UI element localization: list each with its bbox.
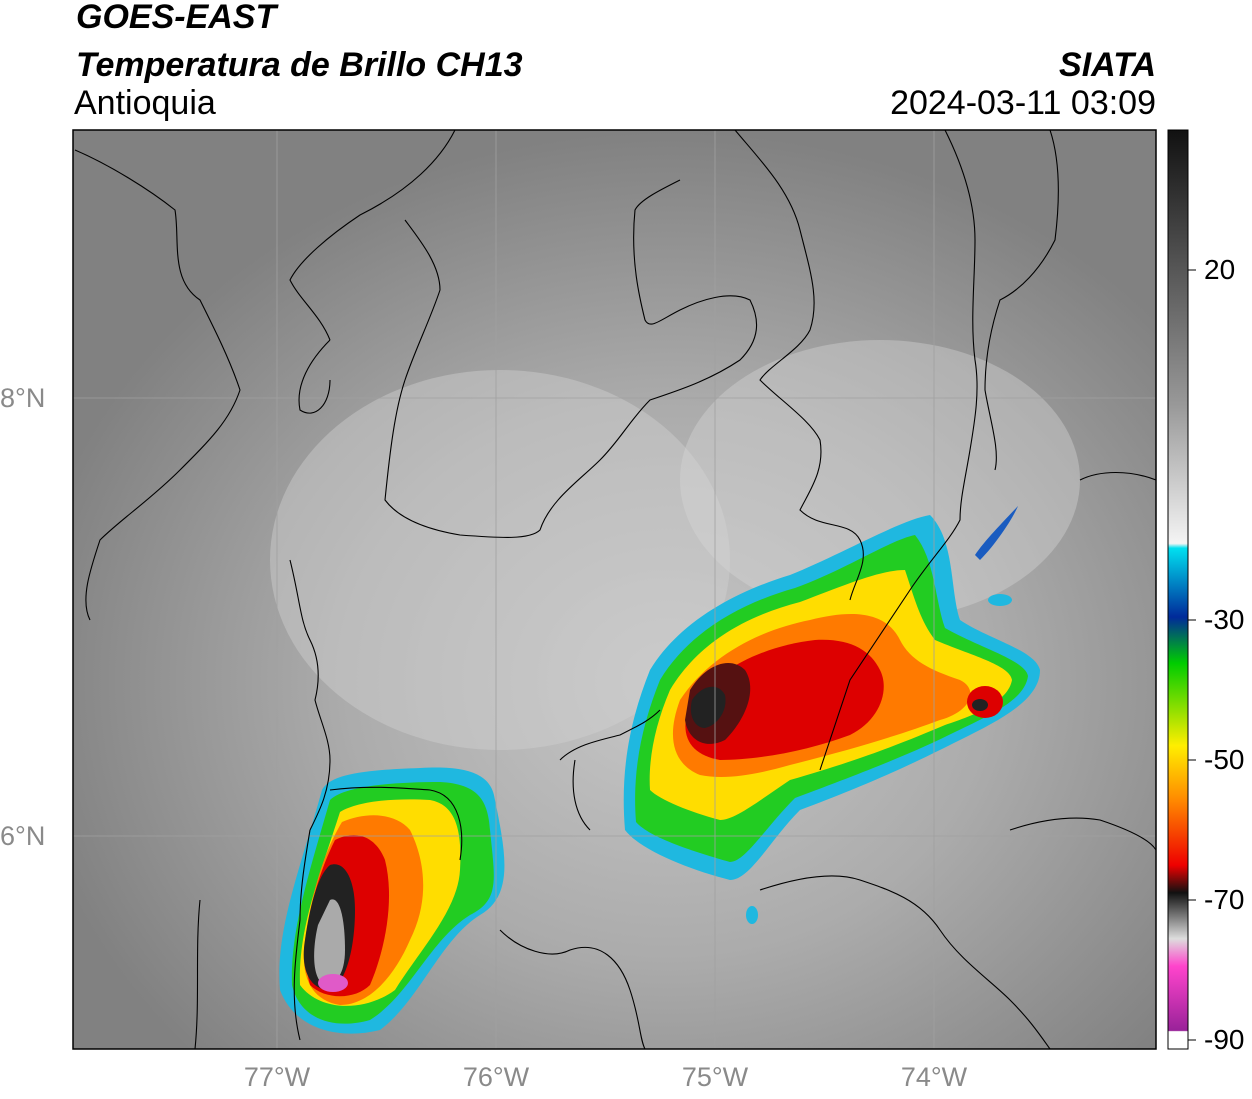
satellite-title: GOES-EAST <box>76 0 277 36</box>
lon-tick-77w: 77°W <box>243 1062 311 1092</box>
colorbar-tick-marks <box>1188 269 1196 1041</box>
lon-tick-74w: 74°W <box>900 1062 968 1092</box>
storm-cell-south <box>279 767 505 1034</box>
map-frame <box>72 129 1157 1050</box>
graticule <box>73 130 1156 1049</box>
colorbar-fill <box>1168 130 1188 1049</box>
colorbar-label-20: 20 <box>1204 254 1236 285</box>
colorbar-label-minus90: -90 <box>1204 1024 1245 1055</box>
colorbar-label-minus30: -30 <box>1204 604 1245 635</box>
lat-tick-6n: 6°N <box>0 821 46 851</box>
lon-tick-76w: 76°W <box>462 1062 530 1092</box>
boundaries <box>74 130 1156 1049</box>
cloud-brightness-field <box>73 130 1156 1049</box>
agency-label: SIATA <box>1059 46 1156 84</box>
datetime-label: 2024-03-11 03:09 <box>890 84 1156 122</box>
colorbar-label-minus50: -50 <box>1204 744 1245 775</box>
colorbar <box>1167 129 1196 1050</box>
storm-cell-central <box>623 506 1040 924</box>
lon-tick-75w: 75°W <box>681 1062 749 1092</box>
product-title: Temperatura de Brillo CH13 <box>76 46 523 84</box>
region-label: Antioquia <box>74 84 216 122</box>
colorbar-label-minus70: -70 <box>1204 884 1245 915</box>
colorbar-frame <box>1167 129 1189 1050</box>
cloud-haze <box>270 370 730 750</box>
map-panel <box>73 130 1156 1049</box>
lat-tick-8n: 8°N <box>0 383 46 413</box>
